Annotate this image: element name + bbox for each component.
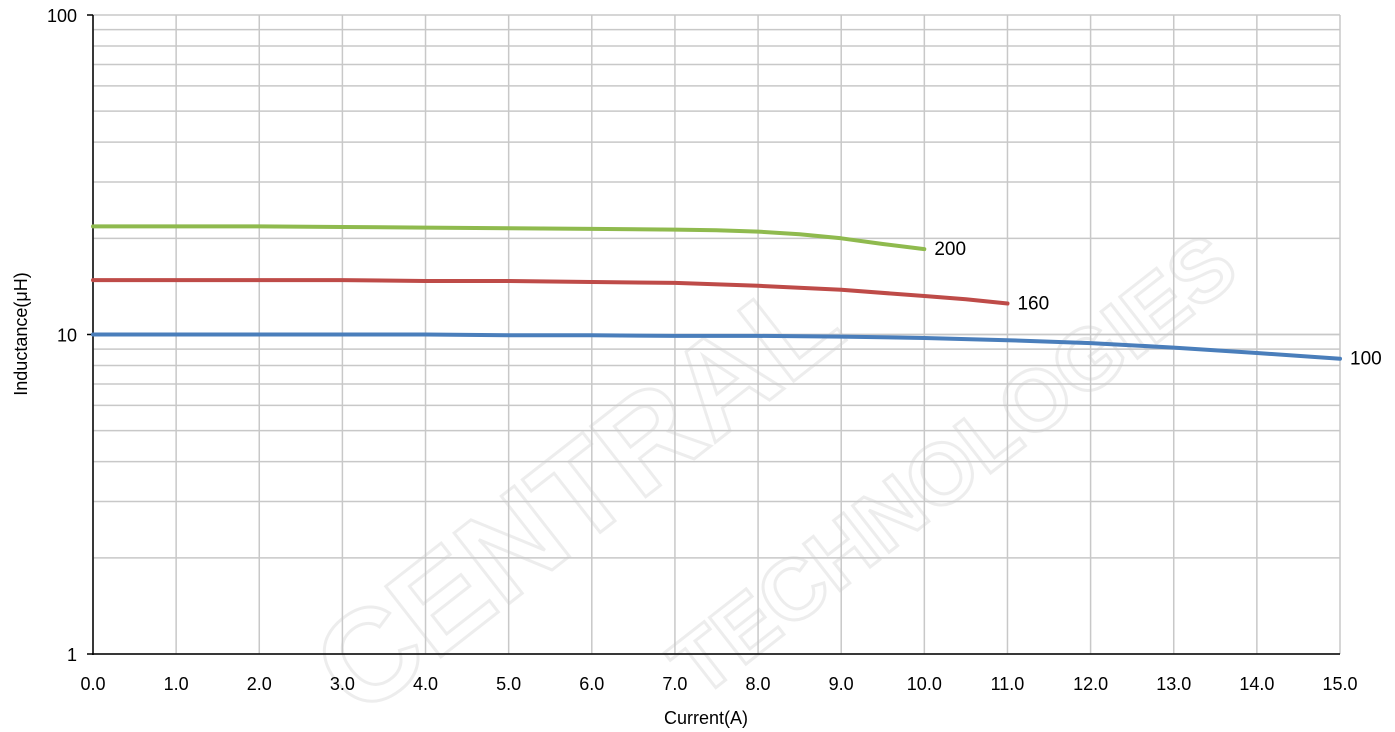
series-line-160 [91, 278, 1010, 306]
y-tick-label: 1 [67, 645, 77, 665]
x-tick-label: 4.0 [413, 674, 438, 694]
x-tick-label: 7.0 [662, 674, 687, 694]
series-line-200 [91, 224, 927, 252]
series-label-200: 200 [934, 239, 966, 260]
series-label-160: 160 [1017, 294, 1049, 315]
x-tick-label: 8.0 [746, 674, 771, 694]
x-tick-label: 0.0 [80, 674, 105, 694]
y-tick-label: 100 [47, 6, 77, 26]
x-tick-label: 5.0 [496, 674, 521, 694]
series-line-100 [91, 332, 1342, 361]
series-labels: 200 160 100 [934, 239, 1381, 370]
x-axis-title: Current(A) [664, 708, 748, 728]
x-tick-label: 12.0 [1073, 674, 1108, 694]
x-tick-label: 11.0 [991, 674, 1025, 694]
x-tick-label: 3.0 [330, 674, 355, 694]
x-tick-label: 10.0 [907, 674, 942, 694]
y-tick-label: 10 [57, 326, 77, 346]
y-tick-labels: 1 10 100 [47, 6, 77, 665]
series-label-100: 100 [1350, 349, 1382, 370]
x-tick-label: 13.0 [1156, 674, 1191, 694]
y-axis-title: Inductance(μH) [11, 272, 31, 395]
x-tick-label: 6.0 [579, 674, 604, 694]
x-tick-label: 15.0 [1322, 674, 1357, 694]
series-lines [91, 224, 1342, 361]
x-tick-label: 1.0 [164, 674, 189, 694]
x-tick-labels: 0.0 1.0 2.0 3.0 4.0 5.0 6.0 7.0 8.0 9.0 10.0 11.0 12… [80, 674, 1357, 694]
x-tick-label: 14.0 [1239, 674, 1274, 694]
x-tick-label: 2.0 [247, 674, 272, 694]
x-tick-label: 9.0 [829, 674, 854, 694]
